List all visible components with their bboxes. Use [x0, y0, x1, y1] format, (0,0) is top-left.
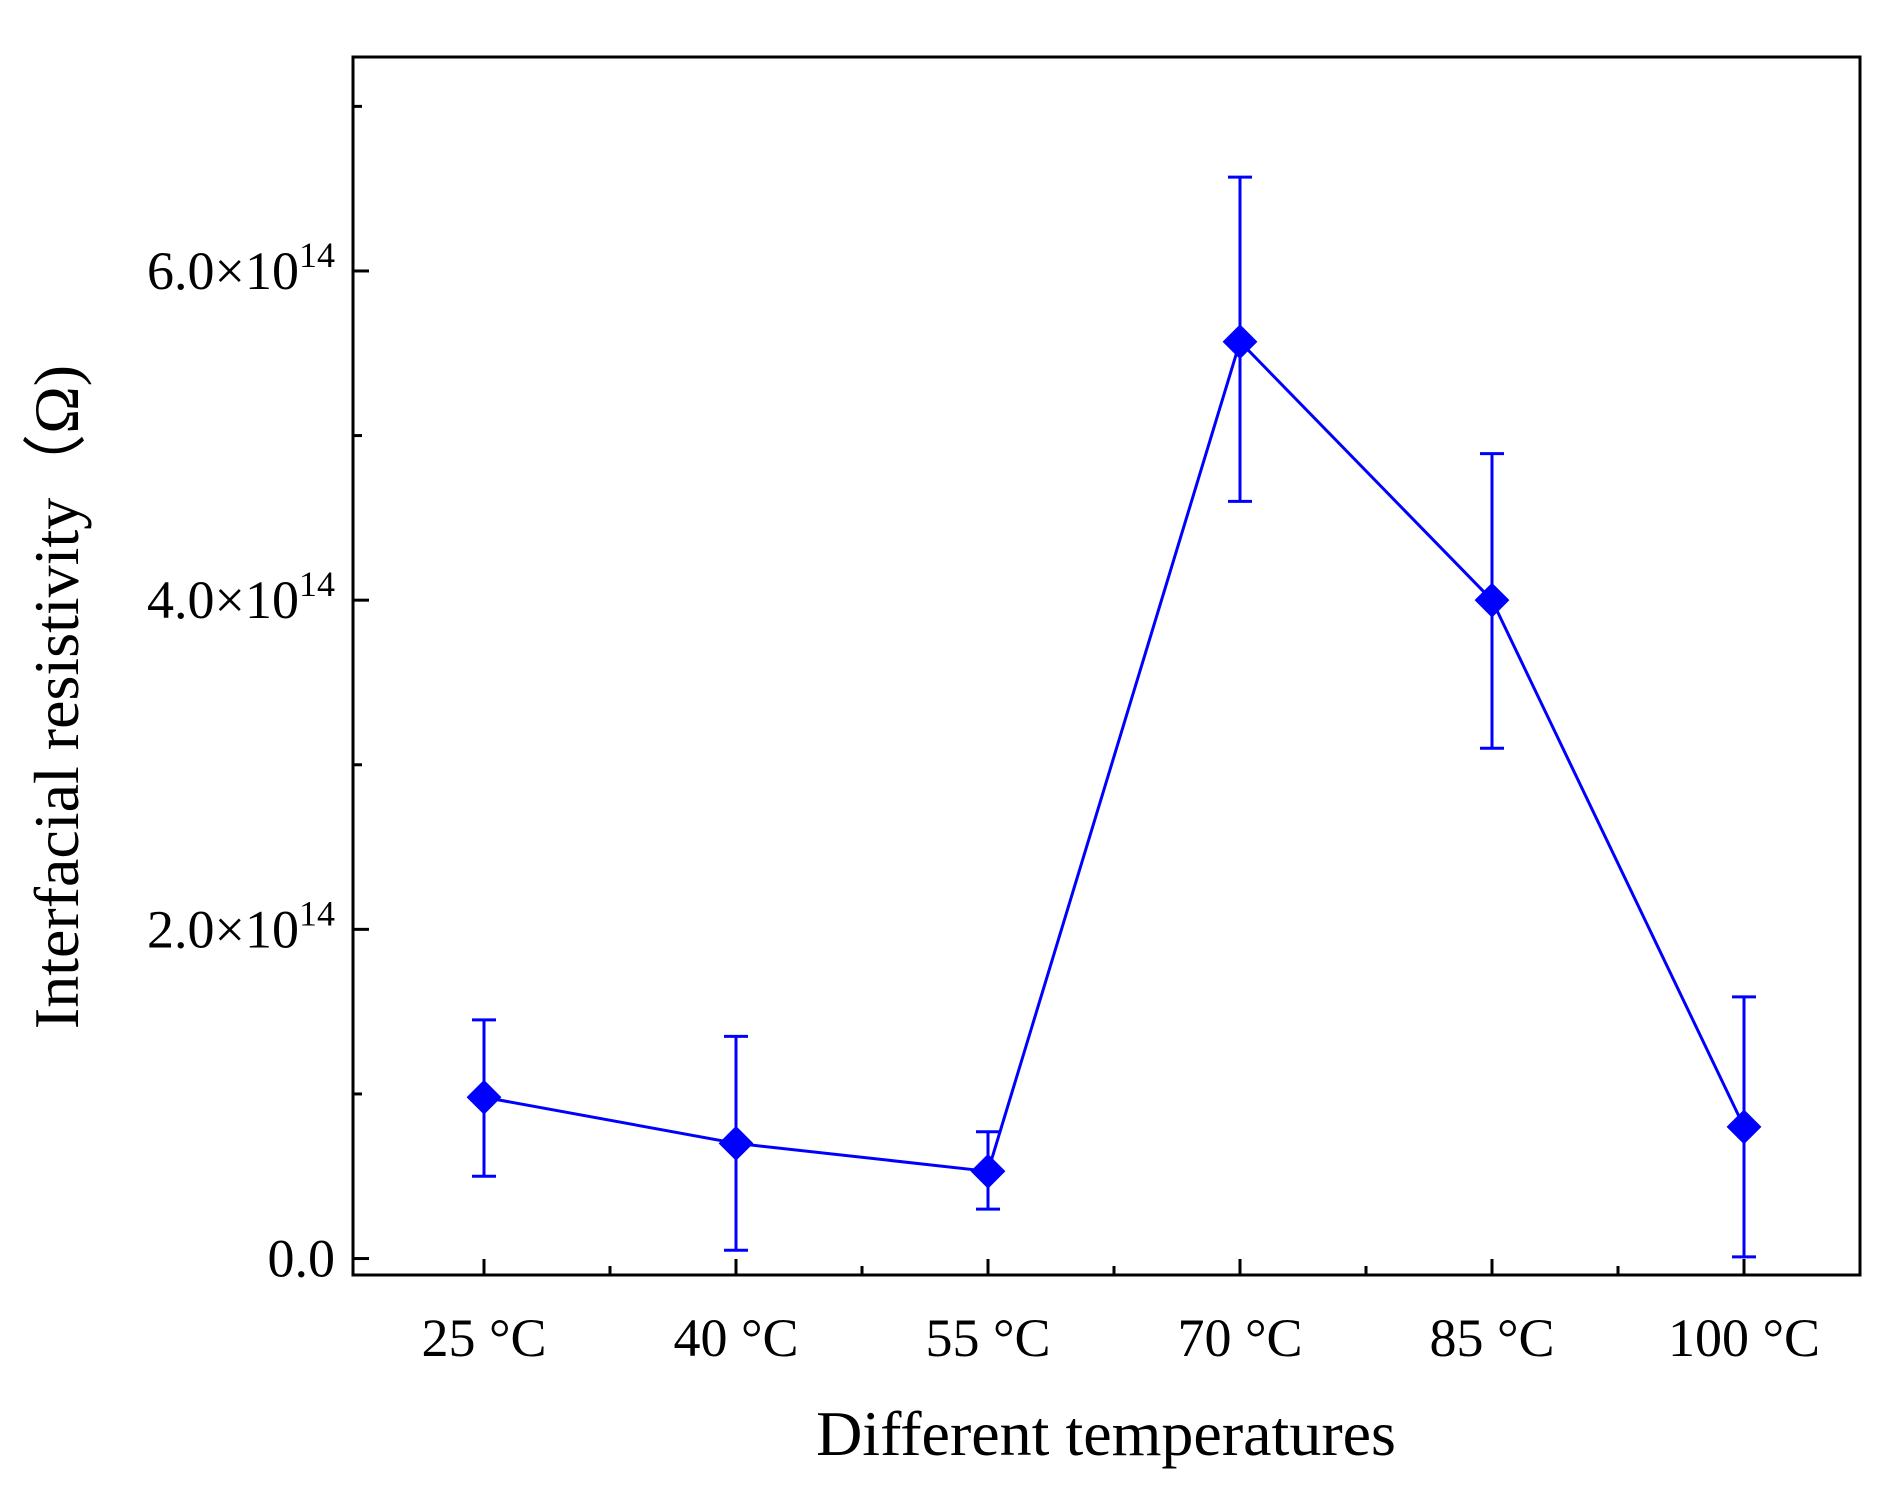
series-line [483, 338, 1746, 1173]
y-tick-labels: 0.0 2.0×1014 4.0×1014 6.0×1014 [147, 235, 335, 1289]
data-series [466, 175, 1762, 1259]
y-axis-title: Interfacial resistivity（Ω) [21, 365, 92, 1029]
x-axis-title: Different temperatures [816, 1398, 1396, 1469]
x-tick-label: 25 °C [421, 1308, 546, 1368]
plot-area [351, 55, 1862, 1277]
y-tick-label: 6.0×1014 [147, 235, 335, 301]
data-point [1474, 582, 1510, 618]
data-point [970, 1153, 1006, 1189]
axis-ticks [353, 104, 1746, 1275]
y-tick-label: 2.0×1014 [147, 893, 335, 959]
data-point [1726, 1109, 1762, 1145]
y-tick-label: 4.0×1014 [147, 564, 335, 630]
data-point [718, 1125, 754, 1161]
data-point [1222, 324, 1258, 360]
x-tick-label: 55 °C [925, 1308, 1050, 1368]
x-tick-label: 85 °C [1429, 1308, 1554, 1368]
x-tick-label: 40 °C [673, 1308, 798, 1368]
x-tick-labels: 25 °C 40 °C 55 °C 70 °C 85 °C 100 °C [421, 1308, 1820, 1368]
y-tick-label: 0.0 [268, 1229, 336, 1289]
x-tick-label: 70 °C [1177, 1308, 1302, 1368]
data-point [466, 1079, 502, 1115]
x-tick-label: 100 °C [1668, 1308, 1820, 1368]
